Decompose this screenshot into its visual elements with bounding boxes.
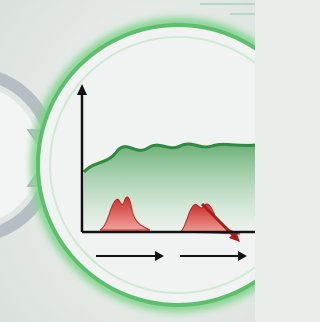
page <box>0 0 255 322</box>
illustration <box>0 0 255 322</box>
